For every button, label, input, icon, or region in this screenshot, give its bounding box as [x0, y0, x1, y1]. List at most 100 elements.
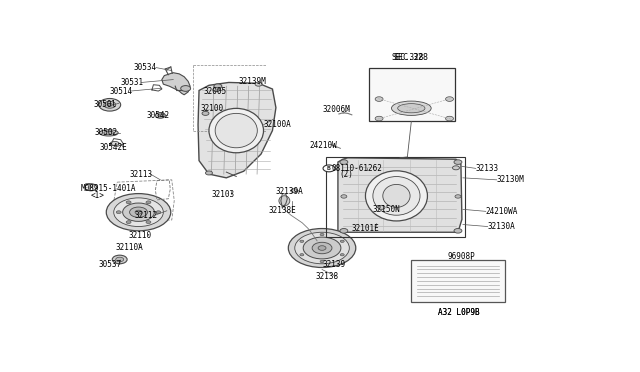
Text: 32100A: 32100A: [264, 121, 291, 129]
Circle shape: [180, 86, 191, 92]
Circle shape: [116, 257, 124, 262]
Circle shape: [85, 184, 97, 191]
Ellipse shape: [104, 131, 114, 135]
Text: 30537: 30537: [99, 260, 122, 269]
Circle shape: [445, 97, 454, 101]
Ellipse shape: [215, 113, 257, 148]
Circle shape: [445, 116, 454, 121]
Circle shape: [320, 233, 324, 236]
Circle shape: [123, 203, 154, 221]
Circle shape: [112, 255, 127, 264]
Circle shape: [205, 171, 212, 175]
Circle shape: [312, 242, 332, 254]
Circle shape: [323, 165, 335, 172]
Circle shape: [114, 198, 163, 227]
Text: 30542E: 30542E: [100, 143, 127, 152]
Circle shape: [126, 201, 131, 204]
Text: 32112: 32112: [134, 211, 157, 219]
Circle shape: [158, 114, 163, 117]
Text: 32133: 32133: [476, 164, 499, 173]
Circle shape: [375, 116, 383, 121]
Ellipse shape: [279, 196, 290, 206]
Circle shape: [295, 232, 349, 264]
Text: <1>: <1>: [91, 191, 105, 201]
Circle shape: [156, 211, 161, 214]
Circle shape: [340, 254, 344, 256]
Circle shape: [452, 166, 460, 170]
Circle shape: [202, 111, 209, 115]
Text: 32130M: 32130M: [497, 175, 524, 185]
Text: 32006M: 32006M: [322, 105, 350, 113]
Circle shape: [341, 195, 347, 198]
Text: 30534: 30534: [134, 63, 157, 72]
Text: 3050l: 3050l: [93, 100, 116, 109]
Circle shape: [454, 160, 462, 164]
Text: Ⓜ: Ⓜ: [85, 183, 90, 192]
Circle shape: [106, 193, 171, 231]
Text: 32139: 32139: [322, 260, 345, 269]
Text: 32139A: 32139A: [276, 187, 303, 196]
Bar: [412, 260, 504, 302]
Polygon shape: [198, 83, 276, 178]
Text: 30531: 30531: [121, 78, 144, 87]
Ellipse shape: [383, 185, 410, 207]
Bar: [326, 157, 465, 237]
Circle shape: [455, 195, 461, 198]
Ellipse shape: [365, 171, 428, 221]
Circle shape: [303, 237, 341, 259]
Circle shape: [454, 228, 462, 233]
Circle shape: [156, 112, 165, 118]
Circle shape: [146, 221, 151, 224]
Text: 32100: 32100: [200, 104, 223, 113]
Circle shape: [340, 228, 348, 233]
Text: A32 L0P9B: A32 L0P9B: [438, 308, 480, 317]
Polygon shape: [378, 99, 451, 119]
Circle shape: [135, 210, 142, 214]
Circle shape: [116, 211, 121, 214]
Circle shape: [300, 254, 304, 256]
Circle shape: [318, 246, 326, 250]
Ellipse shape: [373, 177, 420, 215]
Text: 30514: 30514: [110, 87, 133, 96]
Text: M: M: [90, 185, 93, 190]
Text: (2): (2): [339, 170, 353, 179]
Text: 30502: 30502: [95, 128, 118, 137]
Circle shape: [300, 240, 304, 243]
Circle shape: [129, 207, 147, 217]
Text: 32103: 32103: [211, 190, 235, 199]
Circle shape: [288, 228, 356, 267]
Text: 32113: 32113: [129, 170, 153, 179]
Text: 32139M: 32139M: [239, 77, 266, 86]
Text: 32110A: 32110A: [116, 243, 143, 252]
Polygon shape: [162, 73, 190, 95]
Text: A32 L0P9B: A32 L0P9B: [438, 308, 480, 317]
Circle shape: [99, 99, 121, 111]
Text: SEC.328: SEC.328: [392, 53, 424, 62]
Circle shape: [291, 189, 298, 193]
Text: 32110: 32110: [129, 231, 152, 240]
Circle shape: [340, 240, 344, 243]
Circle shape: [214, 84, 222, 89]
Circle shape: [108, 103, 112, 106]
Text: 32150N: 32150N: [372, 205, 401, 214]
Text: 32101E: 32101E: [352, 224, 380, 233]
Text: 96908P: 96908P: [447, 251, 475, 260]
Circle shape: [126, 221, 131, 224]
Circle shape: [255, 82, 262, 86]
Circle shape: [320, 260, 324, 263]
Circle shape: [378, 205, 385, 209]
Text: 32005: 32005: [203, 87, 226, 96]
Circle shape: [104, 101, 116, 108]
Ellipse shape: [99, 130, 118, 136]
Text: 08110-61262: 08110-61262: [332, 164, 383, 173]
Text: SEC.328: SEC.328: [394, 53, 429, 62]
Text: 32138: 32138: [316, 272, 339, 280]
Ellipse shape: [392, 101, 431, 115]
Ellipse shape: [110, 141, 119, 145]
Text: 32130A: 32130A: [488, 222, 515, 231]
Text: 32138E: 32138E: [269, 206, 296, 215]
Circle shape: [340, 160, 348, 164]
Text: B: B: [327, 166, 331, 171]
Ellipse shape: [209, 108, 264, 153]
Polygon shape: [338, 158, 462, 232]
